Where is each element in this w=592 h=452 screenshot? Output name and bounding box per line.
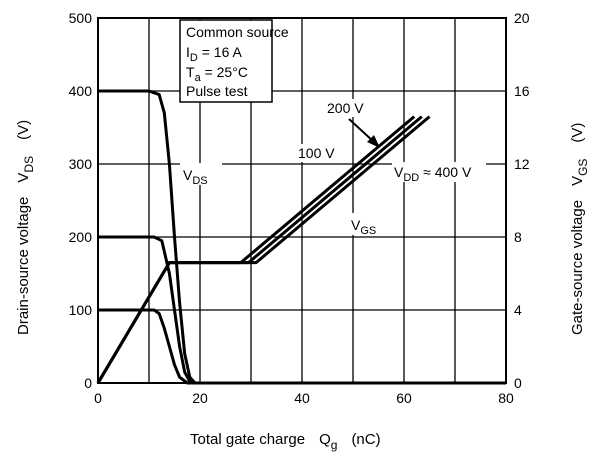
y-right-tick-label: 16 — [514, 83, 530, 99]
y-right-axis-title: Gate-source voltageVGS(V) — [569, 123, 590, 335]
y-right-tick-label: 20 — [514, 10, 530, 26]
y-left-tick-label: 0 — [84, 375, 92, 391]
vds-curve-label: VDS — [183, 167, 208, 187]
condition-common-source: Common source — [186, 24, 289, 40]
condition-pulse-test: Pulse test — [186, 83, 248, 99]
x-tick-labels: 0 20 40 60 80 — [94, 390, 514, 406]
vgs-curve-4 — [96, 115, 423, 384]
arrow-200v — [348, 118, 380, 148]
plot-frame — [97, 17, 507, 384]
y-right-tick-labels: 0 4 8 12 16 20 — [514, 10, 530, 391]
vgs-curve-3 — [96, 115, 416, 384]
x-tick-label: 40 — [294, 390, 310, 406]
label-100v: 100 V — [298, 145, 335, 161]
label-200v: 200 V — [327, 100, 364, 116]
vds-curve-2 — [98, 308, 506, 385]
label-vdd-400v: VDD ≈ 400 V — [394, 164, 472, 184]
vgs-curve-label: VGS — [351, 217, 376, 237]
condition-ta: Ta = 25°C — [186, 64, 248, 84]
x-tick-label: 60 — [396, 390, 412, 406]
y-left-axis-title: Drain-source voltageVDS(V) — [15, 120, 36, 335]
x-tick-label: 20 — [192, 390, 208, 406]
y-right-tick-label: 12 — [514, 156, 530, 172]
x-tick-label: 80 — [498, 390, 514, 406]
x-tick-label: 0 — [94, 390, 102, 406]
x-axis-title: Total gate charge Qg (nC) — [190, 431, 381, 452]
vgs-curve-5 — [96, 115, 431, 384]
y-left-tick-labels: 0 100 200 300 400 500 — [69, 10, 93, 391]
y-left-tick-label: 500 — [69, 10, 93, 26]
y-right-tick-label: 0 — [514, 375, 522, 391]
conditions-box: Common source ID = 16 A Ta = 25°C Pulse … — [179, 19, 289, 103]
y-left-tick-label: 400 — [69, 83, 93, 99]
grid-layer — [98, 18, 506, 383]
y-left-tick-label: 300 — [69, 156, 93, 172]
y-right-tick-label: 8 — [514, 229, 522, 245]
y-left-tick-label: 200 — [69, 229, 93, 245]
condition-id: ID = 16 A — [186, 44, 242, 64]
vds-curve-0 — [98, 89, 506, 385]
y-left-tick-label: 100 — [69, 302, 93, 318]
y-right-tick-label: 4 — [514, 302, 522, 318]
